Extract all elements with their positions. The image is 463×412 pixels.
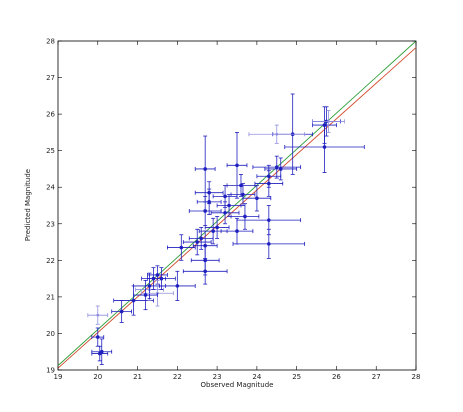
point-marker — [96, 313, 100, 317]
data-point — [230, 183, 256, 206]
data-point — [232, 228, 306, 259]
y-tick-label: 28 — [46, 38, 55, 46]
data-point — [194, 135, 216, 203]
point-marker — [267, 242, 271, 246]
y-tick-label: 22 — [46, 257, 55, 265]
point-marker — [195, 240, 200, 244]
data-point — [166, 234, 196, 261]
data-point — [312, 106, 337, 144]
point-marker — [278, 167, 283, 171]
point-marker — [203, 209, 207, 213]
data-point — [242, 184, 272, 212]
point-marker — [255, 196, 259, 200]
point-marker — [267, 174, 271, 179]
point-marker — [203, 258, 207, 263]
data-point — [111, 300, 132, 323]
axis-ticks: 19 20 21 22 23 24 25 26 27 28 19 20 21 22 23 24 25 26 27 28 — [46, 38, 420, 382]
plot-frame — [57, 40, 417, 371]
point-marker — [243, 214, 247, 219]
data-point — [91, 327, 105, 347]
point-marker — [119, 309, 124, 314]
x-tick-label: 27 — [372, 373, 381, 381]
y-tick-label: 27 — [46, 74, 55, 82]
y-tick-label: 19 — [46, 367, 55, 375]
data-point — [87, 305, 109, 325]
point-marker — [207, 190, 211, 195]
data-point — [113, 285, 154, 316]
point-marker — [155, 273, 160, 277]
data-point — [212, 184, 238, 208]
data-point — [248, 124, 306, 144]
x-tick-label: 22 — [173, 373, 182, 381]
x-tick-label: 25 — [292, 373, 301, 381]
point-marker — [179, 245, 184, 250]
x-tick-label: 24 — [252, 373, 261, 381]
data-point — [91, 345, 109, 362]
y-axis-label: Predicted Magnitude — [24, 169, 32, 241]
x-tick-label: 19 — [54, 373, 63, 381]
data-point — [204, 216, 230, 239]
y-tick-label: 20 — [46, 330, 55, 338]
point-marker — [223, 194, 227, 199]
point-marker — [159, 276, 164, 281]
point-marker — [235, 229, 239, 233]
point-marker — [327, 120, 330, 123]
data-point — [190, 245, 220, 276]
point-marker — [322, 123, 327, 127]
x-axis-label: Observed Magnitude — [201, 381, 274, 389]
point-marker — [131, 298, 136, 303]
red-line — [57, 47, 417, 369]
data-point — [230, 203, 260, 230]
point-marker — [241, 192, 245, 197]
fit-lines — [57, 40, 417, 369]
data-point — [220, 217, 254, 245]
point-marker — [203, 167, 207, 171]
y-tick-label: 21 — [46, 293, 55, 301]
point-marker — [322, 145, 327, 149]
point-marker — [215, 225, 219, 230]
point-marker — [147, 284, 152, 288]
point-marker — [227, 203, 231, 208]
point-marker — [223, 211, 227, 215]
data-point — [216, 194, 242, 217]
y-tick-label: 24 — [46, 184, 55, 192]
point-marker — [95, 335, 100, 339]
point-marker — [267, 218, 271, 222]
x-tick-label: 21 — [133, 373, 142, 381]
data-point — [147, 265, 168, 285]
x-tick-label: 28 — [412, 373, 421, 381]
point-marker — [97, 351, 102, 356]
point-marker — [275, 132, 279, 136]
y-tick-label: 25 — [46, 147, 55, 155]
green-line — [57, 40, 417, 366]
point-marker — [235, 163, 239, 168]
data-point — [194, 181, 224, 205]
data-point — [182, 228, 212, 256]
point-marker — [199, 236, 203, 241]
y-tick-label: 26 — [46, 111, 55, 119]
x-tick-label: 26 — [332, 373, 341, 381]
data-points — [87, 93, 365, 365]
point-marker — [175, 284, 180, 288]
point-marker — [274, 165, 279, 169]
point-marker — [143, 293, 148, 297]
y-tick-label: 23 — [46, 220, 55, 228]
x-tick-label: 20 — [93, 373, 102, 381]
data-point — [264, 157, 298, 181]
point-marker — [211, 229, 215, 233]
x-tick-label: 23 — [213, 373, 222, 381]
data-point — [312, 110, 345, 133]
data-point — [226, 131, 248, 199]
data-point — [133, 280, 158, 311]
data-point — [159, 270, 196, 301]
point-marker — [239, 183, 243, 188]
